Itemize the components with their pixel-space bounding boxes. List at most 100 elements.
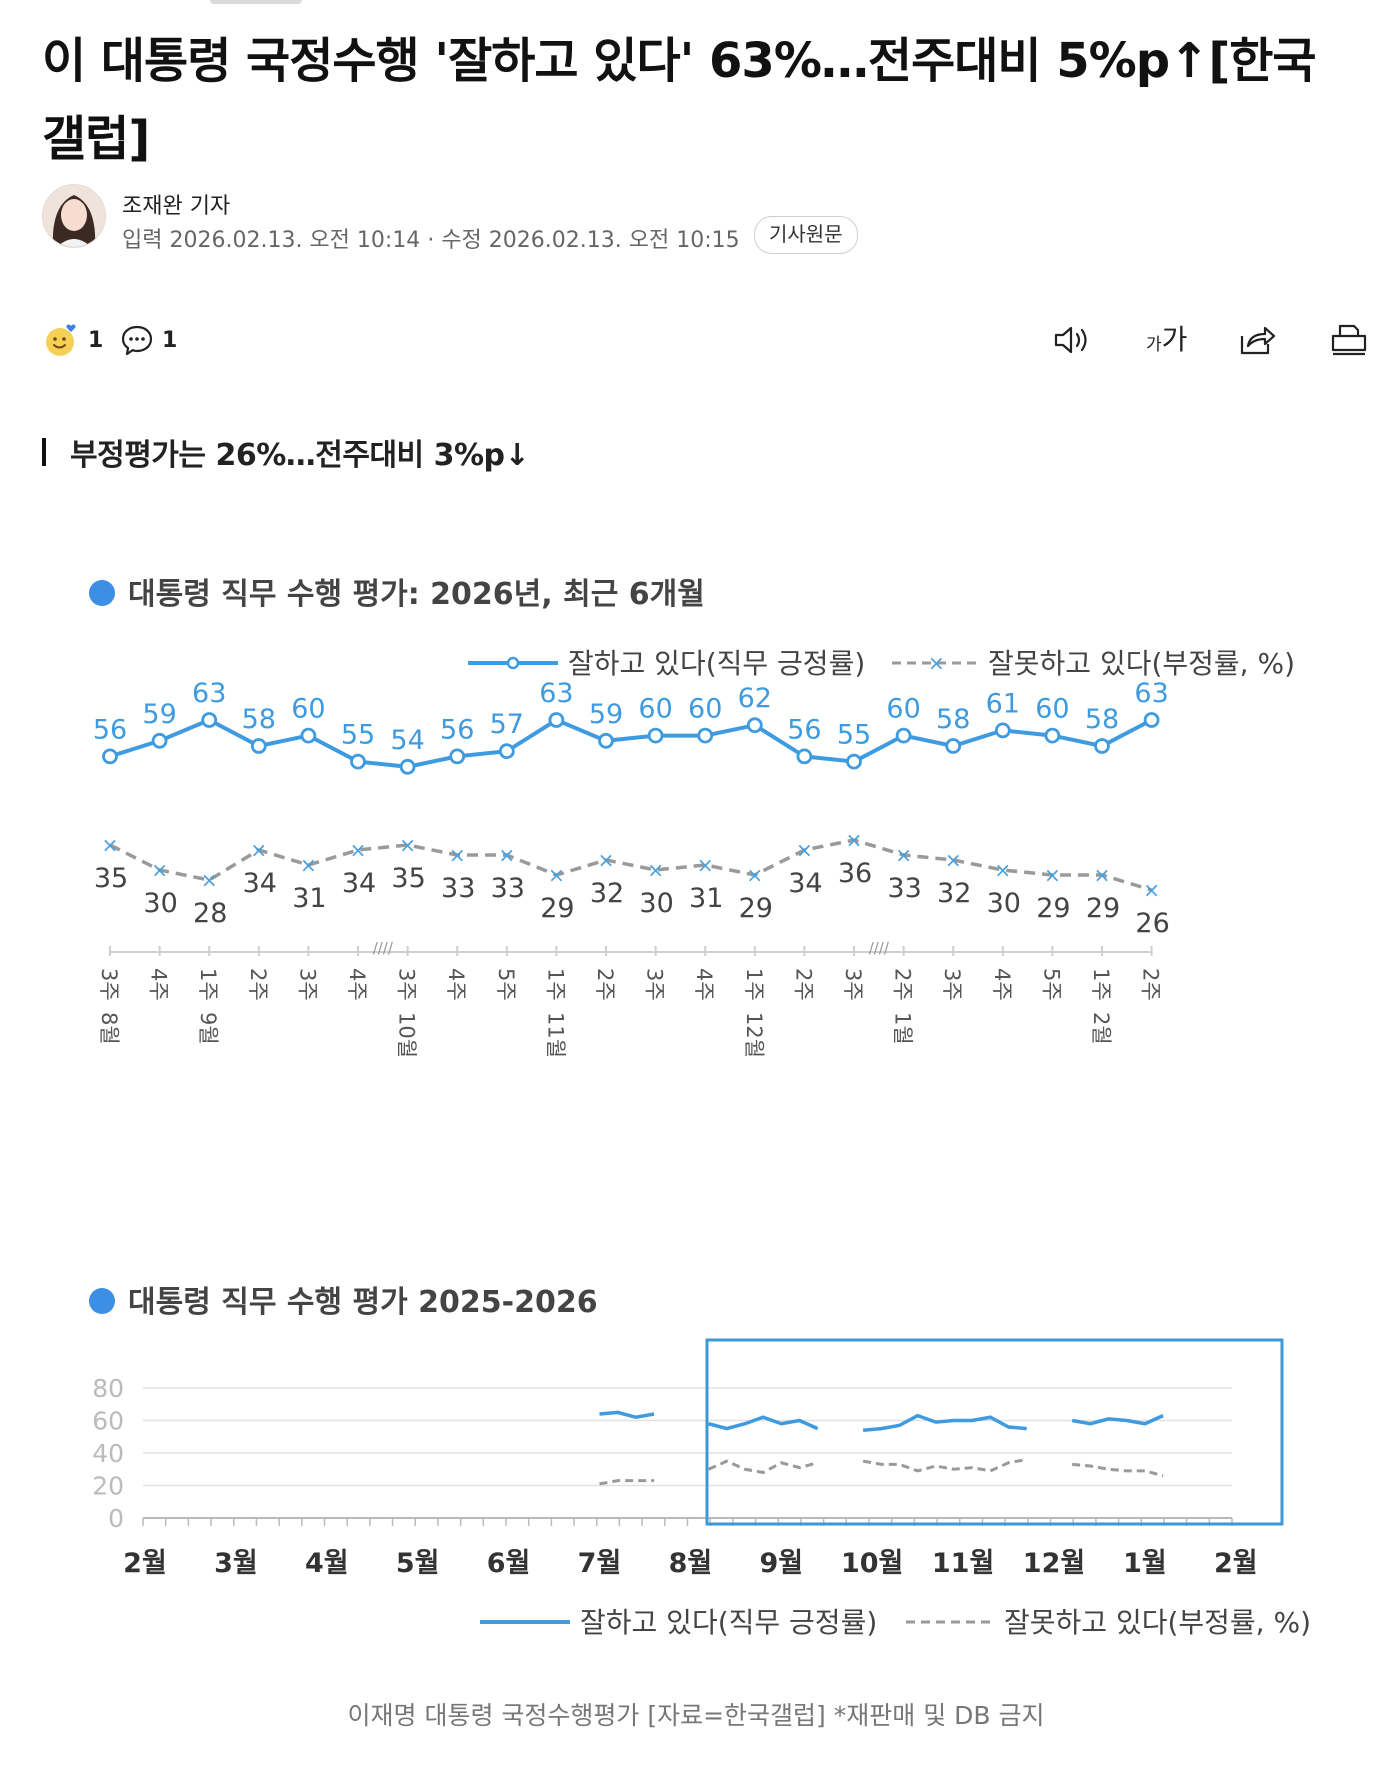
x-tick-month-label: 1월 <box>891 1012 915 1045</box>
publish-dates: 입력 2026.02.13. 오전 10:14 · 수정 2026.02.13.… <box>122 222 740 254</box>
top-nav-stub <box>210 0 302 4</box>
negative-point: × <box>697 853 714 877</box>
negative-point: × <box>895 843 912 867</box>
chart2-positive-segment <box>599 1410 655 1420</box>
x-tick-week-label: 2주 <box>891 968 915 1001</box>
chart2-positive-segment <box>708 1415 819 1431</box>
negative-data-label: 30 <box>639 888 673 919</box>
x-tick-week-label: 3주 <box>940 968 964 1001</box>
speaker-icon <box>1054 326 1087 354</box>
speech-bubble-icon <box>121 325 153 356</box>
chart2-month-label: 12월 <box>1023 1548 1085 1579</box>
positive-point <box>945 738 962 754</box>
x-tick-month-label: 12월 <box>742 1012 766 1058</box>
positive-data-label: 55 <box>341 720 375 751</box>
positive-point <box>647 727 664 744</box>
chart2-month-label: 10월 <box>841 1548 903 1579</box>
x-tick-week-label: 2주 <box>593 968 617 1001</box>
negative-series-line <box>109 838 1153 892</box>
positive-point <box>846 753 862 770</box>
x-tick-month-label: 2월 <box>1089 1012 1113 1045</box>
chart2-negative-segment <box>862 1458 1027 1473</box>
chart2-y-tick-label: 80 <box>92 1374 124 1403</box>
positive-point <box>151 732 168 749</box>
positive-point <box>1044 727 1061 744</box>
byline: 조재완 기자 입력 2026.02.13. 오전 10:14 · 수정 2026… <box>42 184 1362 254</box>
x-tick-week-label: 5주 <box>494 968 518 1001</box>
positive-point <box>697 727 714 744</box>
positive-data-label: 61 <box>986 688 1020 719</box>
negative-point: × <box>994 858 1011 882</box>
negative-data-label: 35 <box>94 863 128 894</box>
negative-data-label: 34 <box>788 868 822 899</box>
positive-data-label: 59 <box>589 699 623 730</box>
negative-point: × <box>1143 878 1160 902</box>
original-article-button[interactable]: 기사원문 <box>754 216 858 254</box>
chart2-highlight-box <box>705 1338 1284 1526</box>
reaction-button[interactable]: 1 <box>44 318 103 362</box>
reporter-avatar[interactable] <box>42 184 106 248</box>
x-tick-week-label: 2주 <box>791 968 815 1001</box>
negative-data-label: 34 <box>243 868 277 899</box>
reporter-name[interactable]: 조재완 기자 <box>122 194 231 219</box>
positive-series-line <box>109 717 1153 769</box>
chart2-negative-segment <box>707 1459 819 1475</box>
x-tick-week-label: 4주 <box>990 968 1014 1001</box>
negative-point: × <box>945 848 962 872</box>
axis-break-mark: //// <box>373 939 394 957</box>
chart2-legend-positive-label: 잘하고 있다(직무 긍정률) <box>580 1606 877 1639</box>
chart1-title-dot <box>89 580 115 606</box>
positive-data-label: 57 <box>490 709 524 740</box>
negative-data-label: 30 <box>987 888 1021 919</box>
x-tick-week-label: 1주 <box>543 968 567 1001</box>
chart2-title: 대통령 직무 수행 평가 2025-2026 <box>128 1285 598 1320</box>
positive-point <box>350 753 366 770</box>
x-tick-week-label: 1주 <box>742 968 766 1001</box>
positive-point <box>1094 738 1110 754</box>
positive-data-label: 58 <box>1085 704 1119 735</box>
negative-data-label: 26 <box>1135 908 1169 939</box>
print-button[interactable] <box>1330 318 1368 362</box>
negative-data-label: 35 <box>391 863 425 894</box>
chart2-negative-segment <box>599 1479 655 1486</box>
share-icon <box>1240 326 1276 355</box>
x-tick-week-label: 1주 <box>196 968 220 1001</box>
negative-data-label: 33 <box>887 873 921 904</box>
date-separator: · <box>427 228 435 253</box>
positive-point <box>498 743 515 760</box>
negative-point: × <box>201 868 218 892</box>
positive-point <box>994 722 1011 739</box>
negative-point: × <box>1094 863 1111 887</box>
x-tick-week-label: 3주 <box>395 968 419 1001</box>
chart2-month-label: 5월 <box>396 1548 440 1579</box>
chart2-month-label: 1월 <box>1123 1548 1167 1579</box>
positive-data-label: 54 <box>390 725 424 756</box>
x-tick-month-label: 10월 <box>395 1012 419 1058</box>
chart2-positive-segment <box>862 1413 1027 1432</box>
chart2-month-label: 4월 <box>305 1548 349 1579</box>
positive-point <box>449 748 466 765</box>
positive-data-label: 60 <box>1035 694 1069 725</box>
negative-data-label: 32 <box>937 878 971 909</box>
positive-point <box>548 712 565 728</box>
edit-label: 수정 <box>441 228 482 253</box>
chart2-month-label: 2월 <box>1214 1548 1258 1579</box>
chart2-title-dot <box>89 1288 115 1314</box>
audio-button[interactable] <box>1052 318 1092 362</box>
positive-data-label: 60 <box>688 694 722 725</box>
chart2-y-tick-label: 0 <box>108 1504 124 1533</box>
comment-button[interactable]: 1 <box>120 318 177 362</box>
share-button[interactable] <box>1238 318 1276 362</box>
chart1-legend: 잘하고 있다(직무 긍정률) × 잘못하고 있다(부정률, %) <box>468 647 1295 680</box>
input-label: 입력 <box>122 228 163 253</box>
chart2-legend-negative-label: 잘못하고 있다(부정률, %) <box>1004 1606 1311 1639</box>
positive-data-label: 62 <box>738 683 772 714</box>
legend-positive-marker <box>506 656 520 670</box>
positive-point <box>796 748 813 765</box>
chart2-month-label: 8월 <box>669 1548 713 1579</box>
negative-data-label: 32 <box>590 878 624 909</box>
positive-point <box>1143 712 1160 728</box>
negative-data-label: 31 <box>292 883 326 914</box>
chart2-month-label: 11월 <box>932 1548 994 1579</box>
font-size-button[interactable]: 가 가 <box>1146 318 1187 362</box>
